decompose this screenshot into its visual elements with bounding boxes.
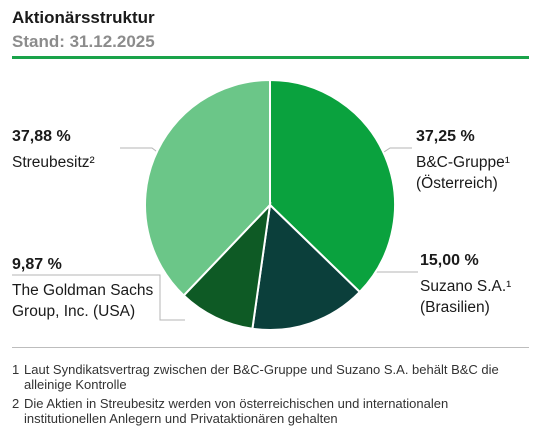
footnote-marker: 1 (12, 362, 20, 377)
footnote-text: Laut Syndikatsvertrag zwischen der B&C-G… (24, 362, 499, 392)
value-label: 37,88 % (12, 128, 71, 145)
category-label: Streubesitz² (12, 154, 95, 171)
pie-slice (251, 202, 362, 331)
value-label: 15,00 % (420, 252, 479, 269)
footnote: 2 Die Aktien in Streubesitz werden von ös… (12, 396, 527, 426)
footnotes: 1 Laut Syndikatsvertrag zwischen der B&C-… (12, 362, 527, 430)
category-label: The Goldman Sachs Group, Inc. (USA) (12, 282, 154, 320)
leader-line (12, 274, 185, 321)
category-label: B&C-Gruppe¹ (Österreich) (416, 154, 510, 192)
chart-subtitle: Stand: 31.12.2025 (12, 32, 155, 51)
pie-slice (269, 78, 396, 294)
pie-slice (182, 202, 272, 330)
pie (144, 78, 396, 331)
footnote: 1 Laut Syndikatsvertrag zwischen der B&C-… (12, 362, 527, 392)
pie-slice (144, 78, 271, 297)
footnote-text: Die Aktien in Streubesitz werden von öst… (24, 396, 449, 426)
chart-title: Aktionärsstruktur (12, 8, 155, 27)
footnote-marker: 2 (12, 396, 20, 411)
category-label: Suzano S.A.¹ (Brasilien) (420, 278, 512, 316)
value-label: 9,87 % (12, 256, 62, 273)
value-label: 37,25 % (416, 128, 475, 145)
